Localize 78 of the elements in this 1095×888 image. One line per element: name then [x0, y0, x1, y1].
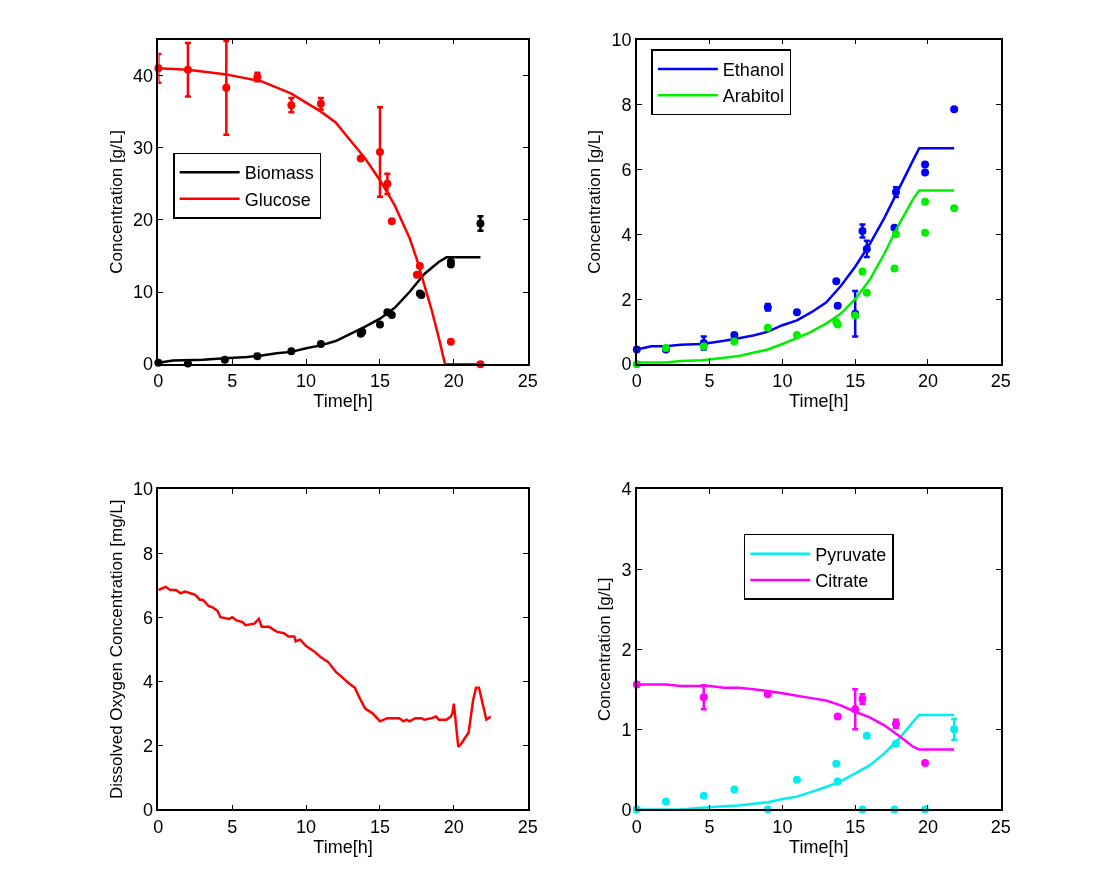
legend-label: Biomass	[244, 163, 314, 184]
y-tick-label: 30	[132, 138, 154, 159]
point	[730, 337, 739, 346]
y-axis-title: Concentration [g/L]	[107, 130, 127, 274]
y-tick-label: 8	[621, 94, 632, 115]
y-axis-title: Dissolved Oxygen Concentration [mg/L]	[107, 499, 127, 800]
x-tick-label: 15	[845, 371, 866, 392]
y-axis-title: Concentration [g/L]	[585, 130, 605, 274]
x-axis-title: Time[h]	[789, 836, 849, 857]
point	[891, 230, 900, 239]
legend-label: Glucose	[244, 189, 311, 210]
point	[851, 705, 860, 714]
y-tick-label: 4	[621, 479, 632, 500]
x-tick-label: 5	[704, 816, 715, 837]
point	[222, 83, 231, 92]
point	[921, 228, 930, 237]
x-tick-label: 25	[990, 371, 1011, 392]
x-tick-label: 10	[296, 371, 317, 392]
legend-label: Citrate	[815, 571, 869, 592]
x-tick-label: 15	[369, 816, 390, 837]
point	[921, 197, 930, 206]
y-tick-label: 2	[142, 735, 154, 756]
point	[383, 179, 392, 188]
y-tick-label: 0	[142, 354, 154, 375]
legend-label: Ethanol	[722, 59, 784, 80]
x-tick-label: 10	[772, 371, 793, 392]
x-tick-label: 25	[517, 816, 538, 837]
y-tick-label: 2	[621, 639, 632, 660]
y-tick-label: 1	[621, 719, 632, 740]
y-tick-label: 40	[132, 65, 154, 86]
y-tick-label: 0	[621, 354, 632, 375]
y-tick-label: 4	[621, 224, 632, 245]
y-tick-label: 10	[611, 29, 632, 50]
point	[287, 101, 296, 110]
point	[890, 264, 899, 273]
point	[792, 330, 801, 339]
x-axis-title: Time[h]	[313, 836, 373, 857]
y-tick-label: 8	[142, 543, 154, 564]
point	[862, 244, 871, 253]
x-tick-label: 15	[845, 816, 866, 837]
legend-label: Pyruvate	[815, 544, 887, 565]
x-tick-label: 5	[227, 371, 238, 392]
point	[699, 693, 708, 702]
line-series	[158, 585, 493, 749]
x-tick-label: 25	[990, 816, 1011, 837]
y-tick-label: 20	[132, 210, 154, 231]
x-axis-title: Time[h]	[313, 391, 373, 412]
y-tick-label: 2	[621, 289, 632, 310]
point	[858, 267, 867, 276]
x-tick-label: 20	[917, 371, 938, 392]
y-axis-title: Concentration [g/L]	[595, 577, 615, 722]
x-tick-label: 20	[443, 816, 464, 837]
point	[862, 288, 871, 297]
point	[950, 725, 959, 734]
y-tick-label: 10	[132, 282, 154, 303]
y-tick-label: 0	[142, 799, 154, 820]
y-tick-label: 4	[142, 671, 154, 692]
point	[375, 148, 384, 157]
x-tick-label: 15	[369, 371, 390, 392]
x-tick-label: 5	[227, 816, 238, 837]
x-tick-label: 25	[517, 371, 538, 392]
legend-label: Arabitol	[722, 86, 784, 107]
x-tick-label: 10	[772, 816, 793, 837]
point	[763, 323, 772, 332]
x-tick-label: 20	[917, 816, 938, 837]
x-axis-title: Time[h]	[789, 391, 849, 412]
y-tick-label: 0	[621, 799, 632, 820]
x-tick-label: 5	[704, 371, 715, 392]
x-tick-label: 10	[296, 816, 317, 837]
x-tick-label: 20	[443, 371, 464, 392]
point	[476, 219, 485, 228]
y-tick-label: 10	[132, 479, 154, 500]
point	[858, 227, 867, 236]
y-tick-label: 3	[621, 559, 632, 580]
y-tick-label: 6	[142, 607, 154, 628]
point	[183, 65, 192, 74]
point	[950, 204, 959, 213]
y-tick-label: 6	[621, 159, 632, 180]
